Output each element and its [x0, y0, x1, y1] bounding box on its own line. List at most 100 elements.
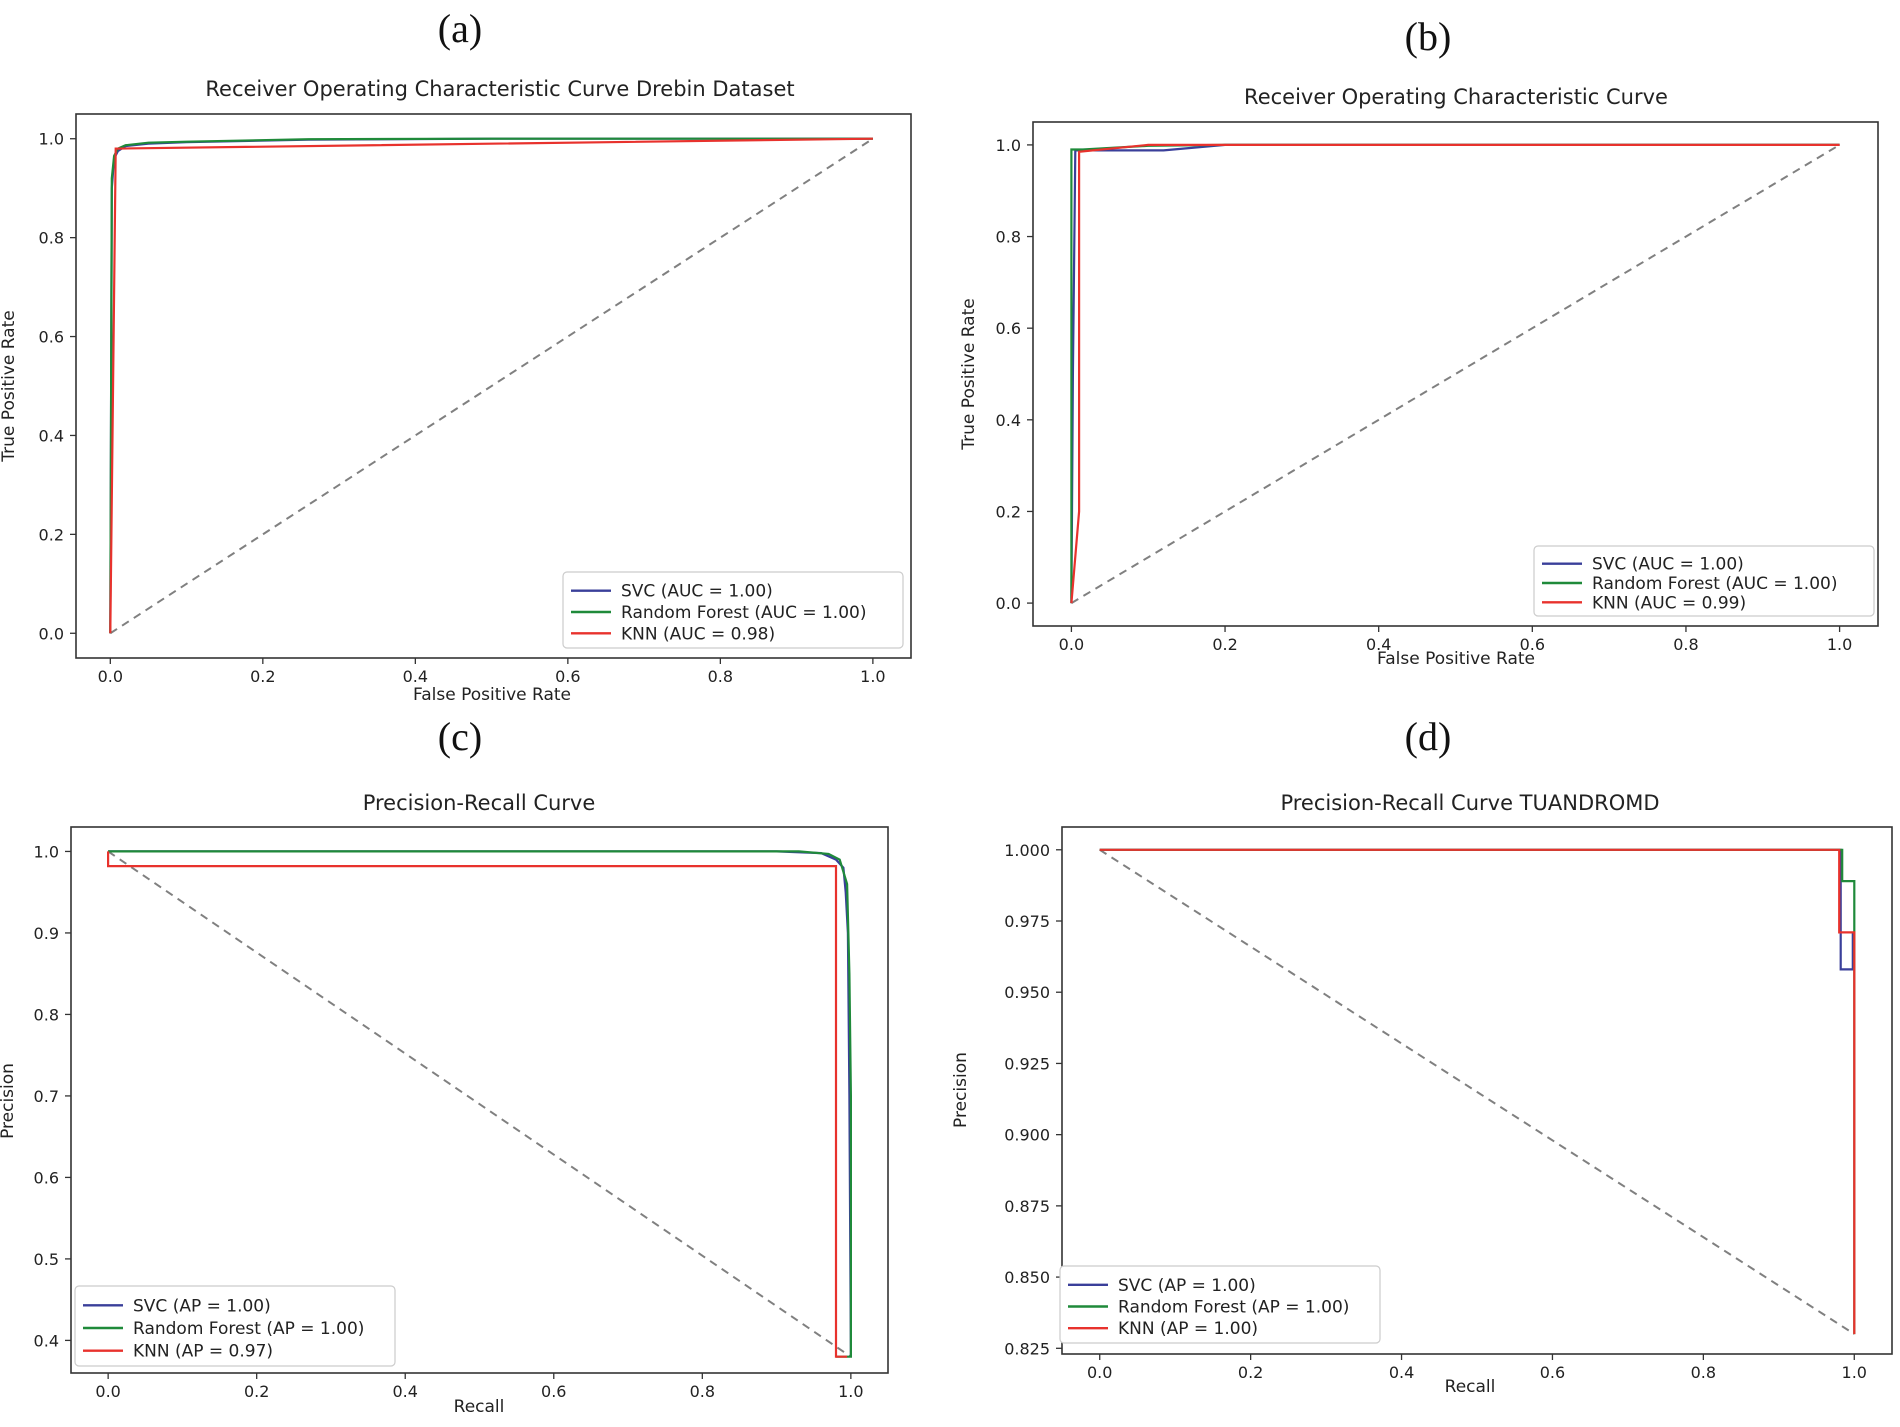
series-line — [106, 851, 848, 1358]
x-tick-label: 0.8 — [708, 667, 733, 686]
legend: SVC (AP = 1.00)Random Forest (AP = 1.00)… — [1059, 1265, 1381, 1344]
legend-entry: KNN (AP = 0.97) — [133, 1342, 273, 1362]
y-axis-label: Precision — [0, 1063, 18, 1139]
y-tick-label: 0.875 — [1004, 1197, 1050, 1216]
y-tick-label: 0.6 — [39, 328, 64, 347]
x-tick-label: 1.0 — [1827, 635, 1852, 654]
x-axis-label: False Positive Rate — [1377, 649, 1535, 669]
x-tick-label: 0.4 — [393, 1382, 418, 1401]
y-tick-label: 1.0 — [34, 842, 59, 861]
series-line — [109, 137, 873, 634]
y-tick-label: 0.4 — [996, 411, 1021, 430]
legend-entry: KNN (AUC = 0.99) — [1592, 593, 1746, 613]
panel-letter: (b) — [1405, 14, 1452, 59]
plot-frame — [1032, 121, 1879, 627]
y-tick-label: 0.8 — [34, 1005, 59, 1024]
baseline-line — [109, 137, 874, 635]
legend: SVC (AUC = 1.00)Random Forest (AUC = 1.0… — [1533, 545, 1875, 617]
x-tick-label: 0.8 — [690, 1382, 715, 1401]
y-tick-label: 0.0 — [996, 594, 1021, 613]
legend-entry: Random Forest (AUC = 1.00) — [1592, 574, 1837, 594]
baseline-line — [1099, 848, 1855, 1335]
baseline-line — [1070, 144, 1841, 604]
y-tick-label: 0.7 — [34, 1087, 59, 1106]
legend-entry: Random Forest (AP = 1.00) — [1118, 1298, 1349, 1318]
legend-box — [1533, 545, 1875, 617]
y-tick-label: 0.9 — [34, 924, 59, 943]
x-tick-label: 0.2 — [1212, 635, 1237, 654]
y-axis-label: True Positive Rate — [0, 310, 19, 462]
plot-frame — [70, 826, 889, 1374]
x-tick-label: 0.0 — [1087, 1363, 1112, 1382]
chart-title: Receiver Operating Characteristic Curve — [1244, 85, 1668, 109]
y-tick-label: 0.8 — [39, 229, 64, 248]
y-tick-label: 0.4 — [34, 1331, 59, 1350]
x-tick-label: 0.2 — [250, 667, 275, 686]
series-line — [1099, 848, 1854, 971]
y-tick-label: 1.0 — [996, 136, 1021, 155]
x-tick-label: 1.0 — [838, 1382, 863, 1401]
legend-entry: KNN (AUC = 0.98) — [621, 624, 775, 644]
y-tick-label: 0.6 — [996, 319, 1021, 338]
y-tick-label: 0.950 — [1004, 983, 1050, 1002]
legend-box — [1059, 1265, 1381, 1344]
y-tick-label: 0.925 — [1004, 1054, 1050, 1073]
x-tick-label: 0.4 — [1366, 635, 1391, 654]
chart-panel: Receiver Operating Characteristic Curve … — [0, 77, 912, 705]
y-tick-label: 0.4 — [39, 426, 64, 445]
chart-panel: Precision-Recall Curve TUANDROMD 0.0 0.2 0.… — [951, 791, 1893, 1397]
x-tick-label: 0.0 — [95, 1382, 120, 1401]
x-tick-label: 0.6 — [541, 1382, 566, 1401]
x-tick-label: 0.4 — [403, 667, 428, 686]
x-axis-label: Recall — [454, 1397, 505, 1417]
legend-entry: SVC (AUC = 1.00) — [621, 582, 773, 602]
legend-entry: SVC (AP = 1.00) — [133, 1296, 271, 1316]
legend-entry: KNN (AP = 1.00) — [1118, 1319, 1258, 1339]
legend-entry: Random Forest (AP = 1.00) — [133, 1319, 364, 1339]
x-tick-label: 1.0 — [860, 667, 885, 686]
series-line — [109, 137, 873, 634]
legend-box — [74, 1285, 396, 1367]
y-tick-label: 0.825 — [1004, 1339, 1050, 1358]
chart-title: Precision-Recall Curve TUANDROMD — [1280, 791, 1659, 815]
chart-title: Precision-Recall Curve — [363, 791, 596, 815]
plot-frame — [75, 113, 912, 659]
panel-letter: (d) — [1405, 714, 1452, 759]
x-tick-label: 0.6 — [555, 667, 580, 686]
y-tick-label: 1.000 — [1004, 841, 1050, 860]
y-axis-label: Precision — [951, 1052, 971, 1128]
x-tick-label: 0.8 — [1673, 635, 1698, 654]
chart-panel: Receiver Operating Characteristic Curve 0… — [959, 85, 1879, 669]
legend-entry: Random Forest (AUC = 1.00) — [621, 603, 866, 623]
chart-panel: Precision-Recall Curve 0.0 0.2 0.4 0.6 0.8 1.0… — [0, 791, 889, 1417]
baseline-line — [107, 850, 852, 1358]
y-tick-label: 0.8 — [996, 228, 1021, 247]
x-tick-label: 0.0 — [98, 667, 123, 686]
y-axis-label: True Positive Rate — [959, 298, 979, 450]
x-tick-label: 0.8 — [1691, 1363, 1716, 1382]
panel-letter: (a) — [438, 6, 482, 51]
series-line — [1099, 848, 1856, 1335]
y-tick-label: 0.0 — [39, 624, 64, 643]
x-tick-label: 0.0 — [1059, 635, 1084, 654]
y-tick-label: 0.975 — [1004, 912, 1050, 931]
y-tick-label: 0.5 — [34, 1250, 59, 1269]
chart-title: Receiver Operating Characteristic Curve … — [205, 77, 794, 101]
legend: SVC (AP = 1.00) Random Forest (AP = 1.00)… — [74, 1285, 396, 1367]
legend-box — [562, 571, 904, 649]
x-tick-label: 0.6 — [1540, 1363, 1565, 1382]
y-tick-label: 0.6 — [34, 1168, 59, 1187]
x-tick-label: 0.6 — [1520, 635, 1545, 654]
series-line — [108, 850, 853, 1358]
legend: SVC (AUC = 1.00)Random Forest (AUC = 1.0… — [562, 571, 904, 649]
x-tick-label: 0.2 — [244, 1382, 269, 1401]
y-tick-label: 0.850 — [1004, 1268, 1050, 1287]
plot-frame — [1061, 826, 1893, 1355]
series-line — [1070, 143, 1840, 604]
x-tick-label: 0.2 — [1238, 1363, 1263, 1382]
x-axis-label: Recall — [1445, 1377, 1496, 1397]
legend-entry: SVC (AUC = 1.00) — [1592, 555, 1744, 575]
y-tick-label: 0.2 — [39, 525, 64, 544]
y-tick-label: 1.0 — [39, 130, 64, 149]
